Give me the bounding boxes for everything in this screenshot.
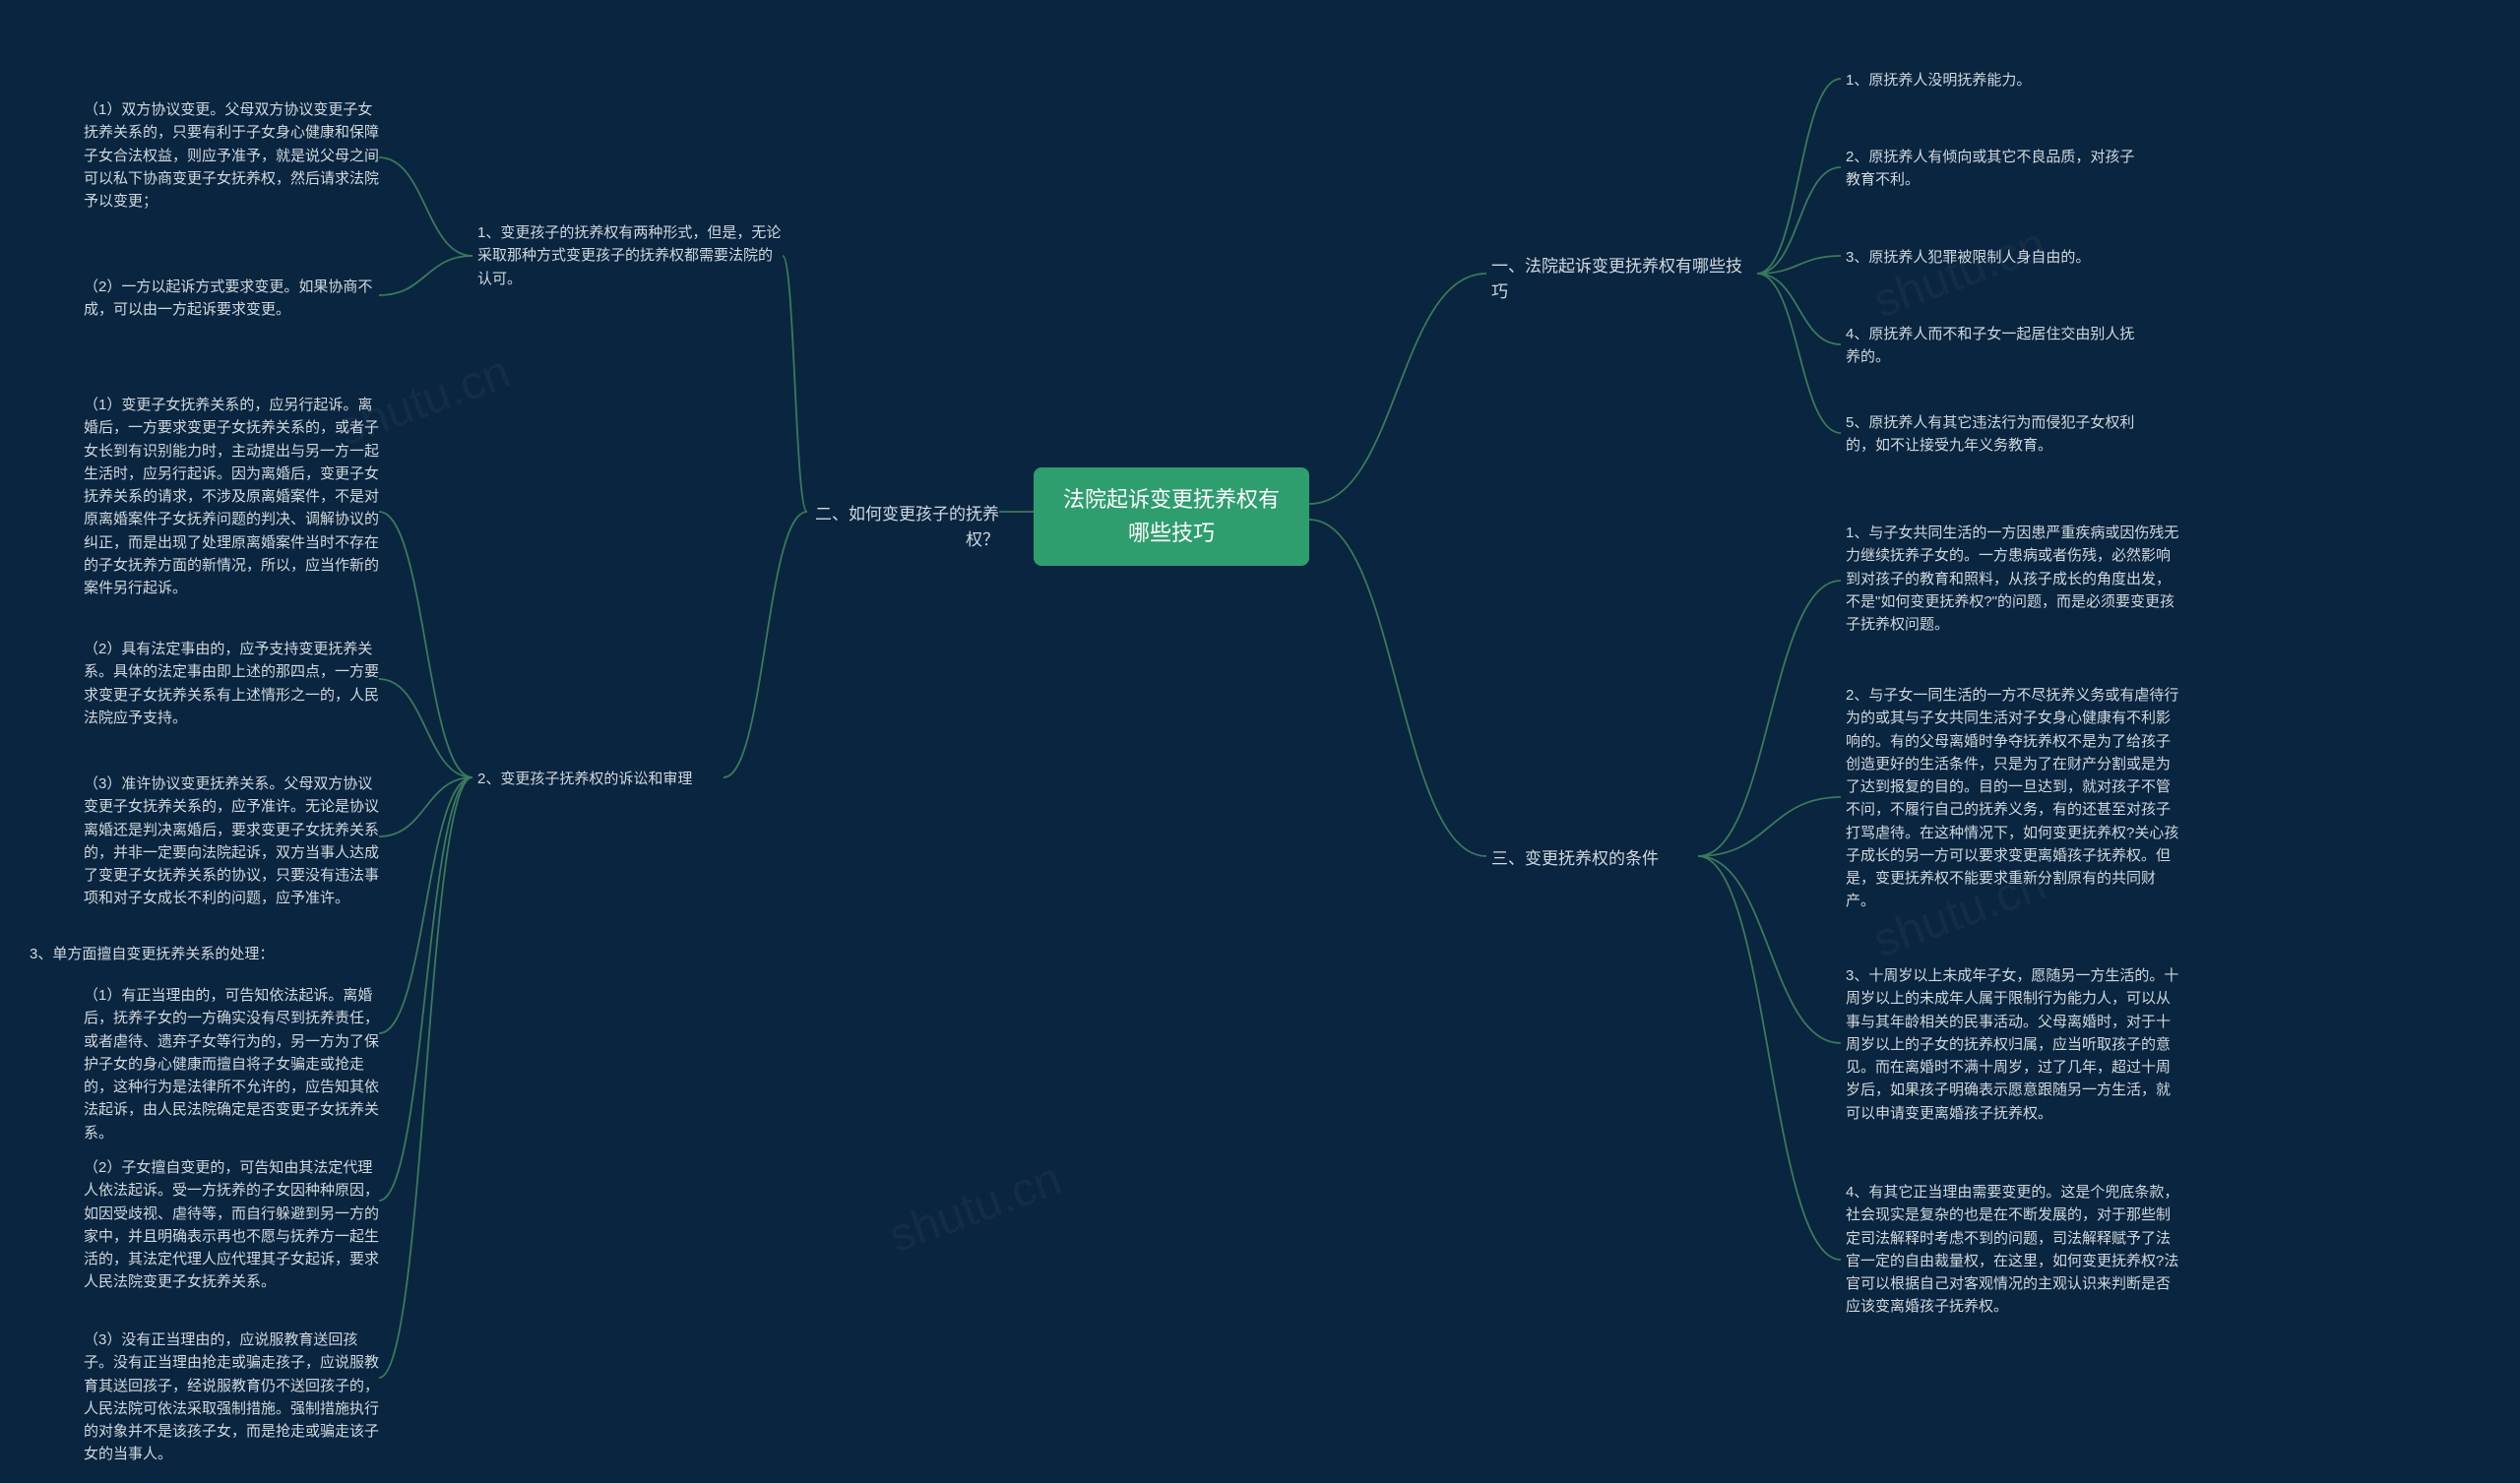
sub-two-forms: 1、变更孩子的抚养权有两种形式，但是，无论采取那种方式变更孩子的抚养权都需要法院… — [477, 221, 783, 290]
leaf-uni-1: （1）有正当理由的，可告知依法起诉。离婚后，抚养子女的一方确实没有尽到抚养责任，… — [84, 984, 379, 1144]
leaf-cond-2: 2、与子女一同生活的一方不尽抚养义务或有虐待行为的或其与子女共同生活对子女身心健… — [1846, 684, 2180, 913]
branch-techniques: 一、法院起诉变更抚养权有哪些技巧 — [1491, 254, 1757, 306]
leaf-lit-2: （2）具有法定事由的，应予支持变更抚养关系。具体的法定事由即上述的那四点，一方要… — [84, 638, 379, 729]
watermark: shutu.cn — [1866, 217, 2052, 330]
leaf-cond-1: 1、与子女共同生活的一方因患严重疾病或因伤残无力继续抚养子女的。一方患病或者伤残… — [1846, 522, 2180, 636]
leaf-lit-1: （1）变更子女抚养关系的，应另行起诉。离婚后，一方要求变更子女抚养关系的，或者子… — [84, 394, 379, 599]
leaf-tech-4: 4、原抚养人而不和子女一起居住交由别人抚养的。 — [1846, 323, 2141, 369]
leaf-cond-3: 3、十周岁以上未成年子女，愿随另一方生活的。十周岁以上的未成年人属于限制行为能力… — [1846, 964, 2180, 1125]
sub-unilateral: 3、单方面擅自变更抚养关系的处理： — [30, 943, 325, 965]
leaf-tech-2: 2、原抚养人有倾向或其它不良品质，对孩子教育不利。 — [1846, 146, 2141, 192]
leaf-tech-5: 5、原抚养人有其它违法行为而侵犯子女权利的，如不让接受九年义务教育。 — [1846, 411, 2151, 458]
branch-howto: 二、如何变更孩子的抚养权？ — [807, 502, 999, 554]
leaf-tech-3: 3、原抚养人犯罪被限制人身自由的。 — [1846, 246, 2141, 269]
leaf-uni-2: （2）子女擅自变更的，可告知由其法定代理人依法起诉。受一方抚养的子女因种种原因，… — [84, 1156, 379, 1294]
branch-conditions: 三、变更抚养权的条件 — [1491, 846, 1698, 872]
leaf-form-lawsuit: （2）一方以起诉方式要求变更。如果协商不成，可以由一方起诉要求变更。 — [84, 276, 379, 322]
leaf-cond-4: 4、有其它正当理由需要变更的。这是个兜底条款，社会现实是复杂的也是在不断发展的，… — [1846, 1181, 2180, 1319]
leaf-tech-1: 1、原抚养人没明抚养能力。 — [1846, 69, 2141, 92]
leaf-form-agreement: （1）双方协议变更。父母双方协议变更子女抚养关系的，只要有利于子女身心健康和保障… — [84, 98, 379, 213]
center-node: 法院起诉变更抚养权有哪些技巧 — [1034, 467, 1309, 566]
leaf-uni-3: （3）没有正当理由的，应说服教育送回孩子。没有正当理由抢走或骗走孩子，应说服教育… — [84, 1329, 379, 1466]
sub-litigation: 2、变更孩子抚养权的诉讼和审理 — [477, 768, 724, 790]
watermark: shutu.cn — [882, 1152, 1068, 1265]
leaf-lit-3: （3）准许协议变更抚养关系。父母双方协议变更子女抚养关系的，应予准许。无论是协议… — [84, 772, 379, 910]
